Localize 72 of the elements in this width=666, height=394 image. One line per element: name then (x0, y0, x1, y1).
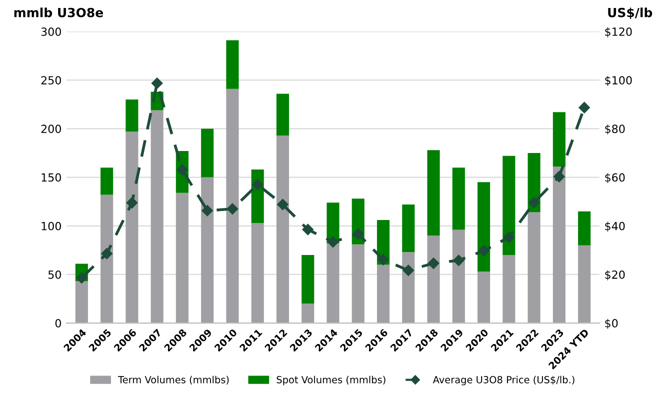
point (378, 254, 389, 266)
y2-tick-label: $120 (605, 27, 632, 38)
y2-tick-label: $40 (605, 222, 625, 232)
y-tick-label: 250 (41, 76, 61, 84)
point (101, 248, 112, 260)
bar (352, 244, 364, 324)
bar (402, 204, 415, 252)
y2-tick-label: $80 (605, 124, 625, 135)
bar (201, 177, 214, 324)
legend-label: Term Volumes (mmlbs) (118, 376, 229, 385)
point (151, 78, 163, 89)
y-tick-label: 200 (41, 124, 61, 134)
legend-label: Average U3O8 Price (US$/lb.) (432, 376, 574, 386)
bar (126, 132, 138, 324)
bar (478, 182, 490, 272)
y2-axis-title: US$/lb (608, 8, 652, 19)
point (578, 102, 590, 114)
bar (552, 166, 566, 324)
bar (100, 194, 114, 324)
point (402, 264, 414, 276)
point (302, 224, 314, 236)
bar (100, 168, 114, 195)
bar (251, 222, 264, 324)
y2-tick-label: $0 (605, 318, 618, 329)
bar (452, 168, 465, 230)
point (352, 228, 364, 240)
point (126, 197, 138, 208)
bar (276, 136, 290, 324)
point (428, 258, 440, 269)
point (202, 204, 213, 216)
bar (427, 236, 440, 324)
bar (226, 40, 239, 89)
bar (126, 100, 138, 132)
point (453, 254, 464, 266)
y2-tick-label: $20 (605, 270, 625, 280)
point (226, 203, 238, 214)
point (554, 170, 565, 182)
bar (502, 156, 516, 256)
point (503, 232, 515, 243)
y-tick-label: 300 (41, 27, 61, 36)
bar (150, 110, 164, 324)
point (478, 245, 490, 256)
point (528, 196, 540, 208)
bar (326, 243, 340, 324)
bar (502, 255, 516, 324)
bar (201, 128, 214, 178)
bar (226, 88, 239, 324)
bar (578, 211, 591, 246)
bar (302, 255, 314, 304)
bar (376, 264, 390, 324)
point (327, 236, 339, 248)
legend-label: Spot Volumes (mmlbs) (276, 376, 386, 386)
y-tick-label: 50 (48, 270, 61, 279)
bar (452, 230, 465, 324)
bar (427, 150, 440, 236)
y-axis-title: mmlb U3O8e (14, 8, 103, 18)
point (252, 178, 264, 190)
bar (402, 252, 415, 324)
bar (528, 212, 540, 324)
y2-tick-label: $100 (605, 76, 632, 86)
bar (478, 272, 490, 324)
bar (578, 245, 591, 324)
y-tick-label: 100 (42, 222, 61, 230)
y-tick-label: 0 (55, 319, 61, 328)
bar (302, 304, 314, 324)
y2-tick-label: $60 (605, 173, 625, 184)
point (277, 198, 288, 210)
bar (75, 281, 88, 324)
bar (176, 192, 188, 324)
bar (552, 112, 566, 167)
y-tick-label: 150 (42, 173, 61, 182)
bar (276, 94, 290, 136)
